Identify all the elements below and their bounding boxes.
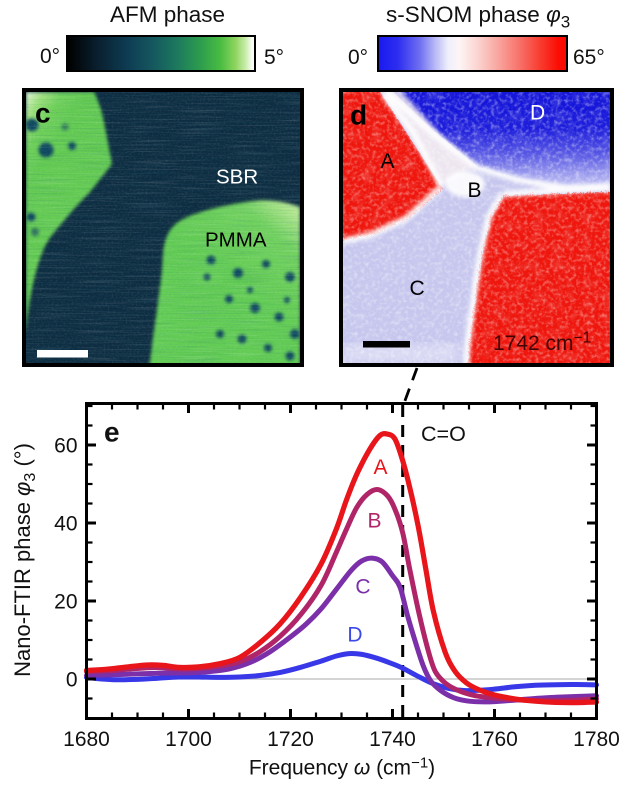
svg-text:d: d: [350, 100, 367, 131]
svg-text:40: 40: [54, 513, 77, 536]
svg-text:B: B: [367, 510, 381, 533]
svg-text:60: 60: [54, 435, 77, 458]
svg-text:B: B: [468, 179, 482, 202]
svg-text:1700: 1700: [165, 728, 212, 751]
svg-text:C=O: C=O: [421, 422, 466, 446]
svg-text:e: e: [104, 416, 120, 447]
svg-text:1780: 1780: [573, 728, 620, 751]
svg-text:1680: 1680: [63, 728, 110, 751]
svg-text:D: D: [530, 102, 545, 125]
svg-text:Nano-FTIR phase φ3 (°): Nano-FTIR phase φ3 (°): [10, 443, 39, 677]
svg-text:SBR: SBR: [216, 166, 258, 189]
svg-text:Frequency ω (cm−1): Frequency ω (cm−1): [249, 755, 435, 780]
svg-text:20: 20: [54, 591, 77, 614]
svg-text:1740: 1740: [369, 728, 416, 751]
svg-text:1720: 1720: [267, 728, 314, 751]
svg-text:A: A: [373, 456, 387, 479]
svg-text:C: C: [410, 277, 425, 300]
svg-text:c: c: [35, 98, 51, 129]
svg-text:0: 0: [66, 669, 78, 692]
svg-text:A: A: [381, 150, 395, 173]
svg-text:PMMA: PMMA: [205, 229, 267, 252]
svg-text:1760: 1760: [471, 728, 518, 751]
svg-text:D: D: [347, 624, 362, 647]
svg-text:C: C: [355, 576, 370, 599]
